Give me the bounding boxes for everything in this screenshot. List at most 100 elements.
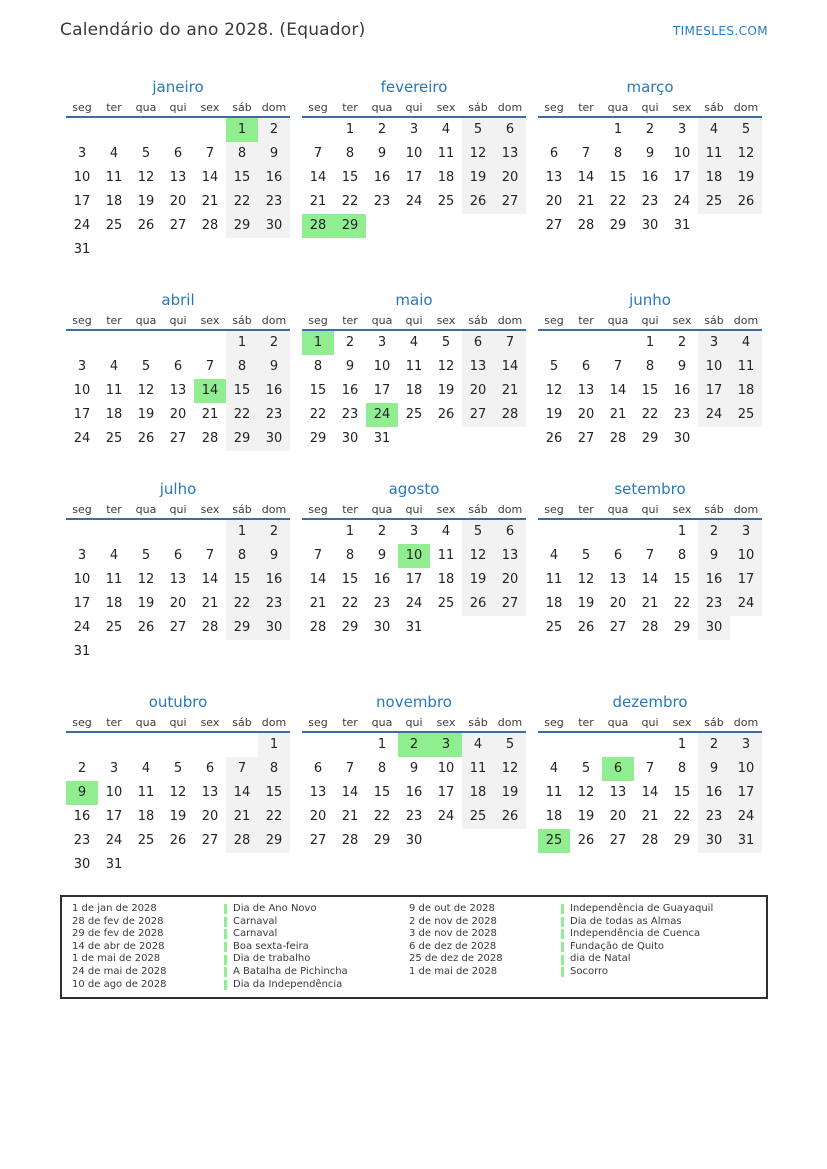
day-cell: 4 — [549, 761, 559, 776]
day-cell: 23 — [641, 194, 659, 209]
month-novembro: novembro seg ter qua qui sex sáb dom 1 2 3 4 5 6 7 8 9 10… — [302, 691, 526, 853]
day-cell: 12 — [137, 170, 155, 185]
weekday-label: sex — [436, 101, 456, 114]
day-cell: 28 — [302, 214, 334, 238]
day-cell: 4 — [730, 331, 762, 355]
day-cell: 14 — [201, 170, 219, 185]
day-cell: 29 — [226, 214, 258, 238]
legend-item: 28 de fev de 2028 Carnaval — [72, 916, 409, 929]
legend-holiday-name: Fundação de Quito — [561, 941, 760, 954]
day-cell: 10 — [73, 572, 91, 587]
day-cell: 10 — [405, 146, 423, 161]
legend-item: 25 de dez de 2028 dia de Natal — [409, 953, 760, 966]
holiday-marker-icon — [561, 942, 564, 953]
weekday-label: sáb — [232, 314, 252, 327]
month-setembro: setembro seg ter qua qui sex sáb dom 1 2 3 4 5 6 7 8 9 10… — [538, 478, 762, 640]
day-cell: 28 — [577, 218, 595, 233]
day-cell: 5 — [462, 118, 494, 142]
site-link[interactable]: TIMESLES.COM — [672, 24, 768, 38]
day-cell: 30 — [698, 829, 730, 853]
day-cell: 17 — [673, 170, 691, 185]
day-cell: 13 — [577, 383, 595, 398]
day-cell: 30 — [373, 620, 391, 635]
weekday-label: sex — [672, 101, 692, 114]
day-cell: 12 — [137, 383, 155, 398]
legend-holiday-name: Carnaval — [224, 916, 409, 929]
day-cell: 29 — [673, 620, 691, 635]
weekday-label: sex — [672, 716, 692, 729]
weekday-label: qui — [169, 716, 187, 729]
day-cell: 6 — [613, 548, 623, 563]
day-cell: 22 — [373, 809, 391, 824]
empty-cell — [130, 520, 162, 544]
day-cell: 26 — [577, 620, 595, 635]
day-cell: 1 — [258, 733, 290, 757]
day-cell: 16 — [373, 572, 391, 587]
empty-cell — [494, 616, 526, 640]
day-cell: 4 — [109, 146, 119, 161]
day-cell: 7 — [645, 548, 655, 563]
empty-cell — [258, 853, 290, 877]
legend-holiday-label: Carnaval — [233, 915, 278, 927]
weekday-header-row: seg ter qua qui sex sáb dom — [302, 502, 526, 520]
weekday-label: sáb — [468, 314, 488, 327]
holiday-marker-icon — [224, 942, 227, 953]
day-cell: 21 — [201, 407, 219, 422]
week-row: 18 19 20 21 22 23 24 — [538, 805, 762, 829]
day-cell: 30 — [673, 431, 691, 446]
day-cell: 1 — [677, 524, 687, 539]
weekday-label: qua — [607, 716, 629, 729]
day-cell: 3 — [730, 733, 762, 757]
day-cell: 1 — [377, 737, 387, 752]
day-cell: 17 — [405, 170, 423, 185]
day-cell: 12 — [730, 142, 762, 166]
day-cell: 2 — [645, 122, 655, 137]
day-cell: 8 — [226, 355, 258, 379]
holiday-marker-icon — [561, 954, 564, 965]
weekday-label: ter — [342, 716, 358, 729]
empty-cell — [398, 214, 430, 238]
week-row: 11 12 13 14 15 16 17 — [538, 568, 762, 592]
day-cell: 9 — [258, 142, 290, 166]
day-cell: 6 — [494, 520, 526, 544]
weekday-label: qua — [371, 716, 393, 729]
empty-cell — [130, 640, 162, 664]
empty-cell — [258, 238, 290, 262]
month-title: fevereiro — [380, 78, 448, 96]
weekday-label: seg — [544, 716, 564, 729]
day-cell: 22 — [258, 805, 290, 829]
day-cell: 20 — [545, 194, 563, 209]
empty-cell — [194, 118, 226, 142]
empty-cell — [462, 616, 494, 640]
weekday-label: dom — [261, 716, 287, 729]
day-cell: 21 — [609, 407, 627, 422]
month-title: janeiro — [152, 78, 204, 96]
day-cell: 24 — [730, 805, 762, 829]
weekday-label: ter — [106, 101, 122, 114]
weekday-label: dom — [497, 503, 523, 516]
month-dezembro: dezembro seg ter qua qui sex sáb dom 1 2 3 4 5 6 7 8 9 10… — [538, 691, 762, 853]
week-row: 1 — [66, 733, 290, 757]
day-cell: 10 — [73, 170, 91, 185]
day-cell: 16 — [673, 383, 691, 398]
day-cell: 21 — [309, 596, 327, 611]
empty-cell — [194, 238, 226, 262]
day-cell: 6 — [205, 761, 215, 776]
legend-item: 2 de nov de 2028 Dia de todas as Almas — [409, 916, 760, 929]
day-cell: 26 — [462, 592, 494, 616]
holiday-marker-icon — [561, 916, 564, 927]
empty-cell — [258, 640, 290, 664]
weekday-label: sex — [436, 716, 456, 729]
weekday-label: dom — [733, 716, 759, 729]
day-cell: 23 — [373, 596, 391, 611]
weekday-label: qui — [169, 314, 187, 327]
day-cell: 24 — [405, 596, 423, 611]
holiday-marker-icon — [224, 916, 227, 927]
day-cell: 27 — [462, 403, 494, 427]
month-abril: abril seg ter qua qui sex sáb dom 1 2 3 4 5 6 7 8 9 10 11 1… — [66, 289, 290, 451]
holiday-marker-icon — [561, 967, 564, 978]
day-cell: 27 — [309, 833, 327, 848]
day-cell: 15 — [258, 781, 290, 805]
